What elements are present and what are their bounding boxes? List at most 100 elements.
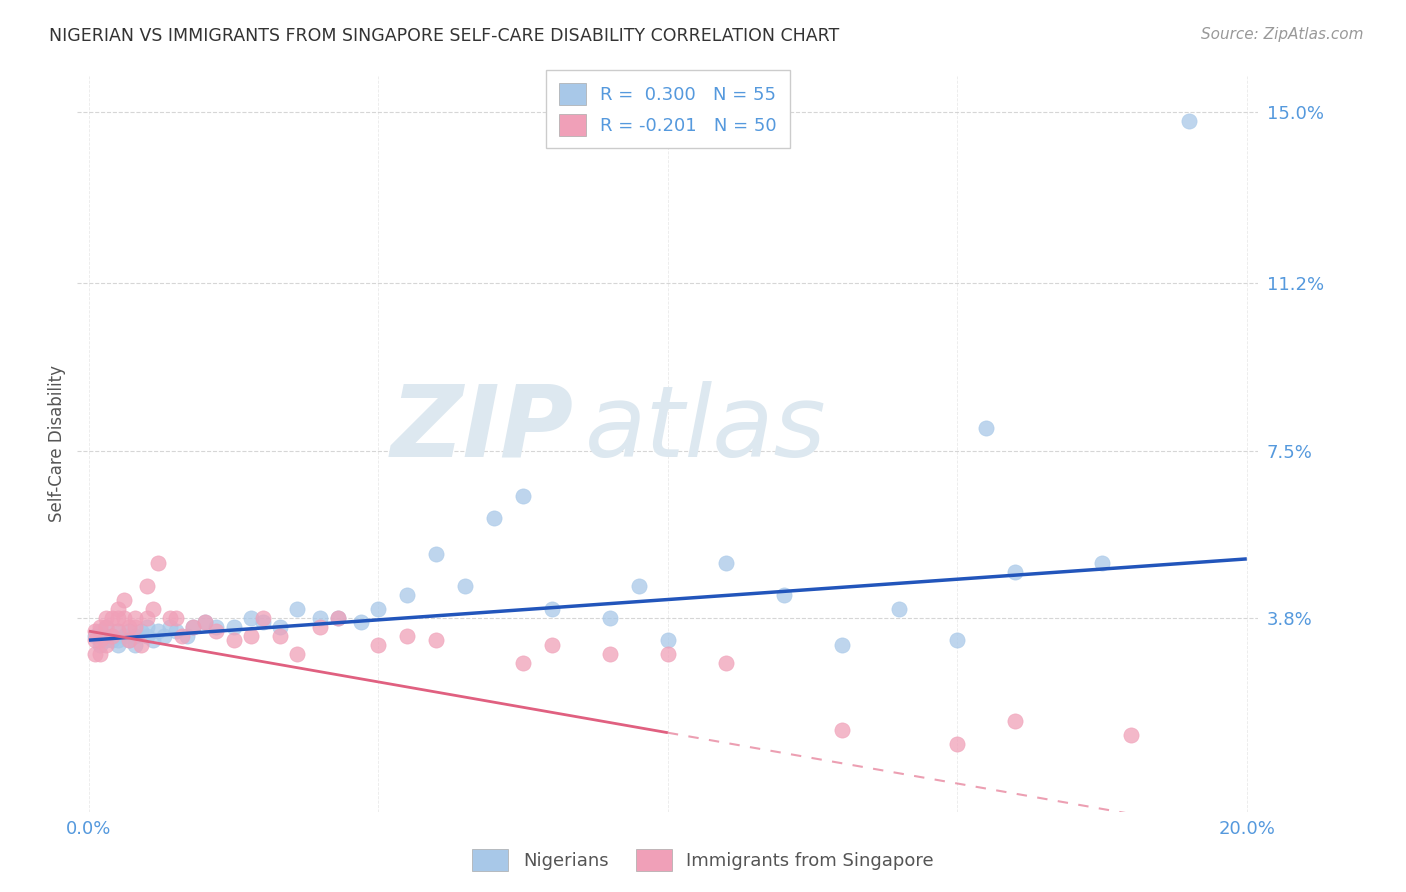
- Point: [124, 619, 146, 633]
- Point: [396, 588, 419, 602]
- Point: [153, 629, 176, 643]
- Point: [124, 610, 146, 624]
- Point: [222, 633, 245, 648]
- Point: [176, 629, 198, 643]
- Point: [129, 624, 152, 639]
- Point: [83, 624, 105, 639]
- Legend: R =  0.300   N = 55, R = -0.201   N = 50: R = 0.300 N = 55, R = -0.201 N = 50: [546, 70, 790, 148]
- Point: [269, 629, 291, 643]
- Point: [222, 619, 245, 633]
- Point: [946, 633, 969, 648]
- Point: [194, 615, 217, 629]
- Point: [367, 638, 389, 652]
- Point: [425, 633, 447, 648]
- Point: [454, 579, 477, 593]
- Point: [309, 619, 332, 633]
- Point: [107, 633, 129, 648]
- Point: [112, 610, 135, 624]
- Point: [252, 615, 274, 629]
- Point: [657, 647, 679, 661]
- Y-axis label: Self-Care Disability: Self-Care Disability: [48, 365, 66, 523]
- Point: [96, 619, 118, 633]
- Point: [974, 421, 997, 435]
- Point: [165, 624, 187, 639]
- Point: [107, 624, 129, 639]
- Point: [96, 619, 118, 633]
- Point: [135, 579, 157, 593]
- Point: [107, 638, 129, 652]
- Point: [135, 610, 157, 624]
- Point: [1091, 557, 1114, 571]
- Point: [89, 619, 111, 633]
- Point: [1178, 114, 1201, 128]
- Point: [135, 619, 157, 633]
- Point: [159, 619, 181, 633]
- Point: [129, 638, 152, 652]
- Point: [714, 656, 737, 670]
- Point: [627, 579, 650, 593]
- Point: [83, 629, 105, 643]
- Point: [425, 548, 447, 562]
- Point: [946, 737, 969, 751]
- Point: [599, 647, 621, 661]
- Point: [101, 629, 124, 643]
- Point: [135, 629, 157, 643]
- Point: [148, 624, 170, 639]
- Point: [181, 619, 204, 633]
- Point: [89, 633, 111, 648]
- Point: [107, 610, 129, 624]
- Point: [326, 610, 349, 624]
- Point: [541, 601, 564, 615]
- Point: [96, 610, 118, 624]
- Point: [657, 633, 679, 648]
- Point: [181, 619, 204, 633]
- Point: [101, 633, 124, 648]
- Point: [89, 638, 111, 652]
- Point: [205, 619, 228, 633]
- Point: [714, 557, 737, 571]
- Point: [101, 610, 124, 624]
- Point: [205, 624, 228, 639]
- Point: [101, 629, 124, 643]
- Point: [350, 615, 373, 629]
- Point: [252, 610, 274, 624]
- Point: [118, 633, 141, 648]
- Point: [240, 629, 263, 643]
- Point: [112, 592, 135, 607]
- Point: [96, 638, 118, 652]
- Point: [1004, 714, 1026, 729]
- Point: [112, 629, 135, 643]
- Point: [831, 638, 853, 652]
- Legend: Nigerians, Immigrants from Singapore: Nigerians, Immigrants from Singapore: [465, 842, 941, 879]
- Point: [83, 633, 105, 648]
- Point: [831, 723, 853, 738]
- Point: [269, 619, 291, 633]
- Point: [889, 601, 911, 615]
- Point: [107, 601, 129, 615]
- Text: ZIP: ZIP: [391, 381, 574, 477]
- Point: [482, 511, 505, 525]
- Point: [142, 633, 165, 648]
- Point: [599, 610, 621, 624]
- Point: [96, 629, 118, 643]
- Point: [142, 601, 165, 615]
- Text: NIGERIAN VS IMMIGRANTS FROM SINGAPORE SELF-CARE DISABILITY CORRELATION CHART: NIGERIAN VS IMMIGRANTS FROM SINGAPORE SE…: [49, 27, 839, 45]
- Point: [89, 647, 111, 661]
- Point: [118, 633, 141, 648]
- Point: [541, 638, 564, 652]
- Text: Source: ZipAtlas.com: Source: ZipAtlas.com: [1201, 27, 1364, 42]
- Point: [124, 638, 146, 652]
- Point: [1119, 728, 1142, 742]
- Point: [512, 489, 534, 503]
- Point: [772, 588, 794, 602]
- Point: [148, 557, 170, 571]
- Point: [285, 601, 308, 615]
- Point: [118, 619, 141, 633]
- Point: [285, 647, 308, 661]
- Point: [165, 610, 187, 624]
- Point: [367, 601, 389, 615]
- Point: [83, 647, 105, 661]
- Point: [107, 624, 129, 639]
- Point: [194, 615, 217, 629]
- Point: [396, 629, 419, 643]
